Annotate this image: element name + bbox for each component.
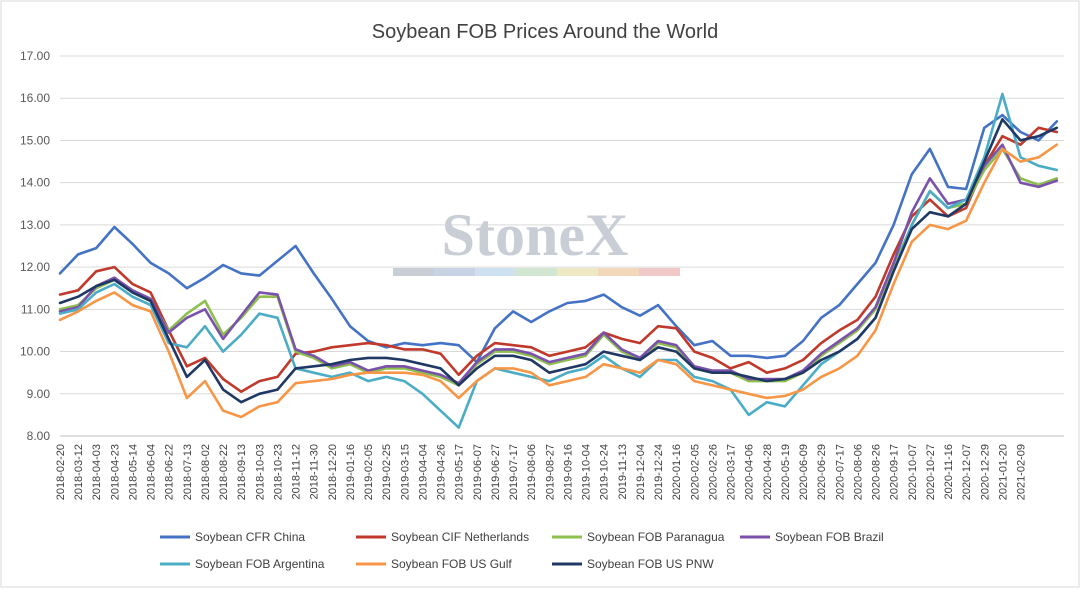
x-tick-label: 2020-04-28: [762, 444, 774, 500]
y-tick-label: 11.00: [21, 302, 50, 316]
x-tick-label: 2020-10-27: [925, 444, 937, 500]
x-tick-label: 2018-07-13: [182, 444, 194, 500]
watermark-bar-segment: [475, 268, 516, 276]
y-tick-label: 10.00: [20, 345, 50, 359]
x-tick-label: 2020-06-29: [816, 444, 828, 500]
watermark-bar-segment: [516, 268, 557, 276]
x-tick-label: 2018-11-12: [291, 444, 303, 499]
x-tick-label: 2018-05-14: [127, 444, 139, 500]
x-tick-label: 2019-01-16: [345, 444, 357, 500]
y-tick-label: 9.00: [27, 387, 51, 401]
x-tick-label: 2018-04-23: [109, 444, 121, 500]
series-line-2: [58, 147, 1059, 387]
y-tick-label: 8.00: [27, 429, 51, 443]
x-tick-label: 2020-09-17: [889, 444, 901, 500]
watermark-bar-segment: [557, 268, 598, 276]
y-tick-label: 14.00: [20, 176, 50, 190]
x-tick-label: 2018-06-04: [146, 444, 158, 500]
x-tick-label: 2019-10-04: [581, 444, 593, 500]
x-tick-label: 2019-04-04: [417, 444, 429, 500]
series-lines: [58, 92, 1059, 429]
x-tick-label: 2021-01-20: [997, 444, 1009, 500]
x-tick-label: 2019-06-07: [472, 444, 484, 500]
y-tick-label: 15.00: [20, 133, 50, 147]
x-tick-label: 2019-09-16: [562, 444, 574, 500]
x-tick-label: 2020-10-07: [907, 444, 919, 500]
x-tick-label: 2021-02-09: [1016, 444, 1028, 500]
x-tick-label: 2018-11-30: [309, 444, 321, 499]
x-tick-label: 2018-04-03: [91, 444, 103, 500]
x-tick-label: 2020-08-06: [852, 444, 864, 500]
legend-label: Soybean FOB Brazil: [775, 530, 884, 544]
x-tick-label: 2018-09-13: [236, 444, 248, 500]
x-tick-label: 2019-06-27: [490, 444, 502, 500]
legend-label: Soybean CFR China: [195, 530, 305, 544]
x-tick-label: 2020-12-07: [961, 444, 973, 500]
legend: Soybean CFR China Soybean CIF Netherlands…: [160, 530, 884, 571]
y-tick-label: 13.00: [20, 218, 50, 232]
legend-label: Soybean CIF Netherlands: [391, 530, 529, 544]
x-tick-label: 2019-04-26: [436, 444, 448, 500]
x-tick-label: 2018-10-03: [254, 444, 266, 500]
x-tick-label: 2020-07-17: [834, 444, 846, 500]
x-tick-label: 2020-04-06: [744, 444, 756, 500]
x-tick-label: 2018-06-22: [164, 444, 176, 500]
x-tick-label: 2020-12-29: [979, 444, 991, 500]
chart-title: Soybean FOB Prices Around the World: [372, 21, 718, 43]
x-tick-label: 2018-10-23: [272, 444, 284, 500]
series-line-5: [58, 143, 1059, 419]
x-tick-label: 2020-05-19: [780, 444, 792, 500]
x-tick-label: 2018-08-02: [200, 444, 212, 500]
x-tick-label: 2019-05-17: [454, 444, 466, 500]
x-tick-label: 2019-02-25: [381, 444, 393, 500]
y-tick-label: 12.00: [20, 260, 50, 274]
series-line-6: [58, 118, 1059, 404]
x-tick-label: 2018-03-12: [73, 444, 85, 500]
x-tick-label: 2019-08-06: [526, 444, 538, 500]
legend-label: Soybean FOB Argentina: [195, 557, 325, 571]
x-tick-label: 2019-03-15: [399, 444, 411, 500]
legend-label: Soybean FOB Paranagua: [587, 530, 725, 544]
watermark-bar-segment: [598, 268, 639, 276]
x-tick-label: 2018-12-20: [327, 444, 339, 500]
y-axis: 8.00 9.00 10.00 11.00 12.00 13.00 14.00 15.00 16…: [20, 49, 50, 443]
legend-label: Soybean FOB US Gulf: [391, 557, 512, 571]
legend-label: Soybean FOB US PNW: [587, 557, 714, 571]
x-tick-label: 2020-11-16: [943, 444, 955, 499]
x-tick-label: 2020-06-09: [798, 444, 810, 500]
x-tick-label: 2019-02-05: [363, 444, 375, 500]
x-tick-label: 2020-03-17: [726, 444, 738, 500]
watermark: StoneX: [393, 202, 680, 276]
y-tick-label: 16.00: [20, 91, 50, 105]
x-tick-label: 2019-10-24: [599, 444, 611, 500]
series-line-3: [58, 143, 1059, 385]
series-line-0: [58, 113, 1059, 364]
series-line-1: [58, 126, 1059, 393]
x-tick-label: 2020-08-26: [871, 444, 883, 500]
watermark-bar-segment: [434, 268, 475, 276]
watermark-bar-segment: [393, 268, 434, 276]
x-tick-label: 2018-08-22: [218, 444, 230, 500]
x-axis: 2018-02-20 2018-03-12 2018-04-03 2018-04-23…: [55, 435, 1064, 500]
x-tick-label: 2019-08-27: [544, 444, 556, 500]
x-tick-label: 2019-11-13: [617, 444, 629, 499]
x-tick-label: 2020-01-16: [671, 444, 683, 500]
x-tick-label: 2019-12-24: [653, 444, 665, 500]
x-tick-label: 2018-02-20: [55, 444, 67, 500]
x-tick-label: 2019-12-04: [635, 444, 647, 500]
x-tick-label: 2020-02-26: [707, 444, 719, 500]
watermark-logo: StoneX: [442, 202, 629, 268]
y-tick-label: 17.00: [20, 49, 50, 63]
x-tick-label: 2019-07-17: [508, 444, 520, 500]
x-tick-label: 2020-02-05: [689, 444, 701, 500]
watermark-bar-segment: [639, 268, 680, 276]
